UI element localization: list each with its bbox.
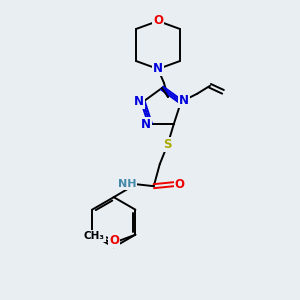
Text: O: O [110,234,119,247]
Text: O: O [153,14,163,28]
Text: N: N [179,94,189,107]
Text: NH: NH [118,179,136,189]
Text: N: N [141,118,151,131]
Text: N: N [134,95,144,108]
Text: S: S [164,138,172,151]
Text: CH₃: CH₃ [84,231,105,241]
Text: N: N [153,62,163,76]
Text: O: O [175,178,185,191]
